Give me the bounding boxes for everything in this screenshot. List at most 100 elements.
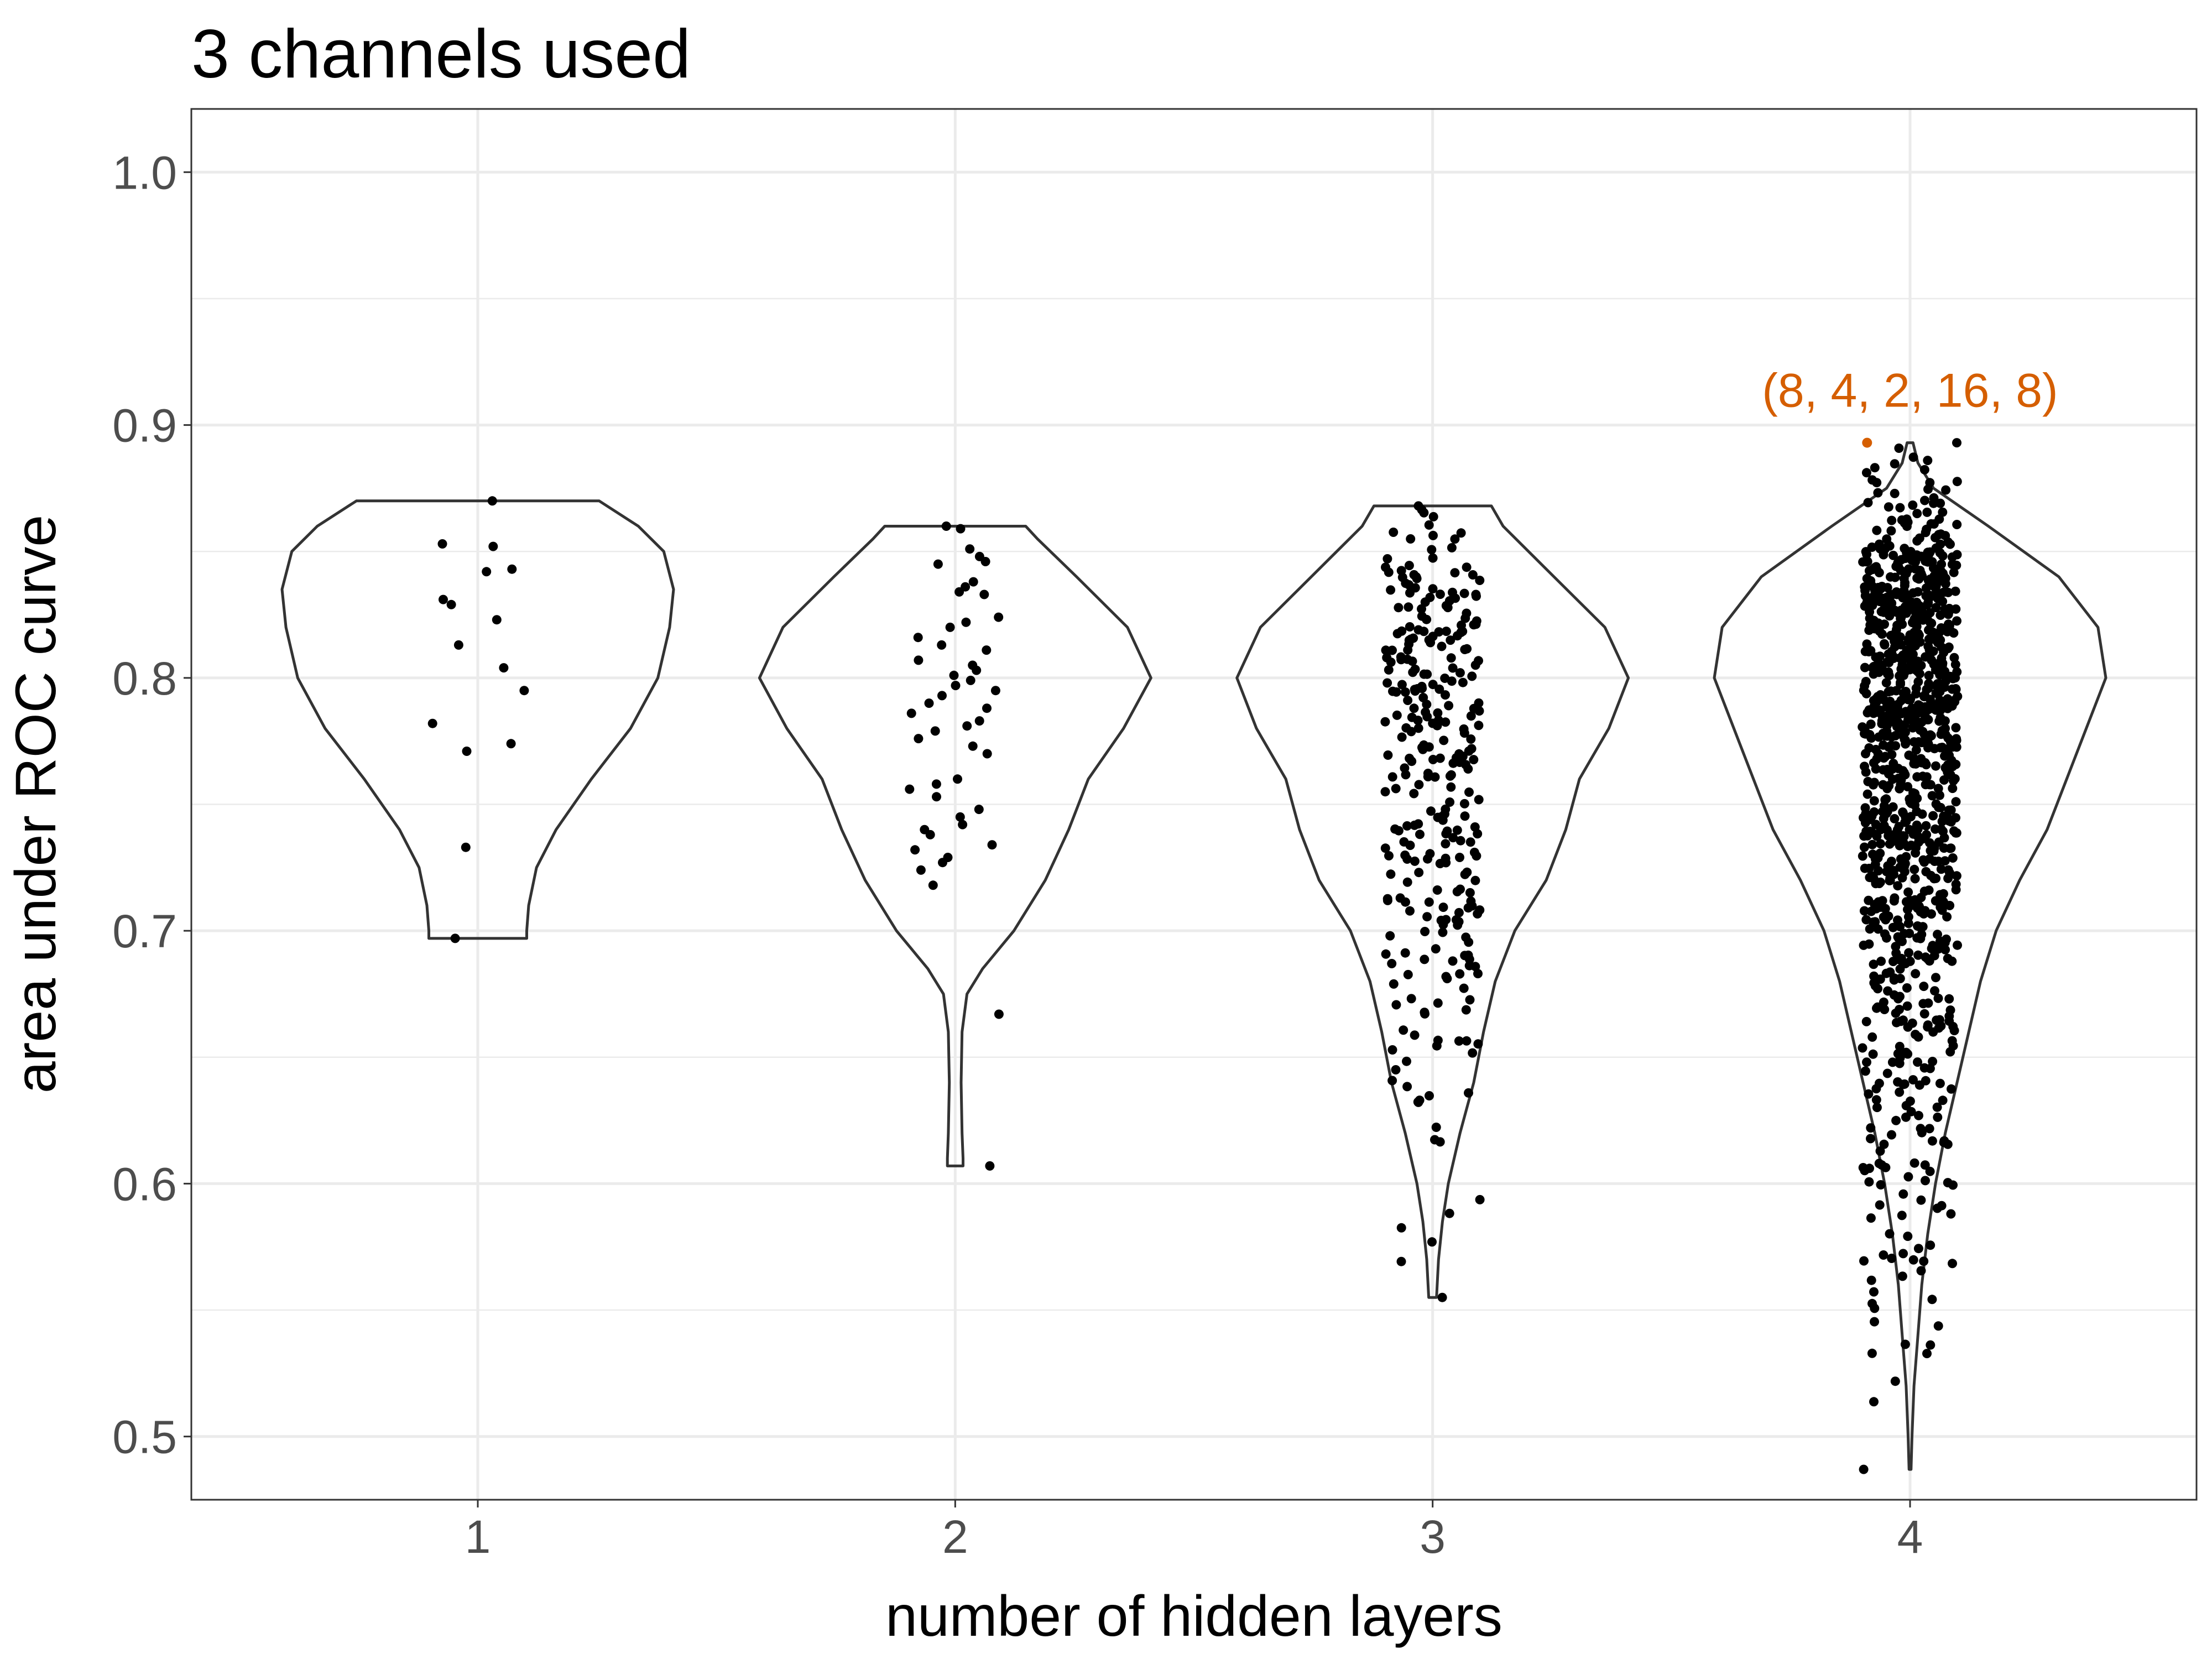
data-point bbox=[1444, 596, 1454, 606]
data-point bbox=[982, 703, 992, 713]
data-point bbox=[906, 708, 916, 718]
data-point bbox=[1916, 1266, 1926, 1276]
data-point bbox=[1467, 901, 1477, 911]
data-point bbox=[1884, 742, 1894, 752]
data-point bbox=[1872, 704, 1882, 714]
data-point bbox=[1940, 579, 1950, 589]
data-point bbox=[1405, 906, 1415, 916]
data-point bbox=[1921, 952, 1931, 962]
data-point bbox=[1951, 759, 1961, 769]
data-point bbox=[1383, 678, 1392, 688]
data-point bbox=[1401, 578, 1411, 588]
data-point bbox=[1470, 660, 1480, 670]
data-point bbox=[1876, 839, 1886, 849]
data-point bbox=[1903, 919, 1913, 928]
data-point bbox=[1935, 670, 1945, 680]
data-point bbox=[928, 880, 938, 890]
data-point bbox=[1406, 534, 1416, 544]
data-point bbox=[1895, 503, 1905, 513]
data-point bbox=[1458, 677, 1468, 687]
data-point bbox=[1394, 603, 1404, 613]
data-point bbox=[1933, 1112, 1943, 1122]
data-point bbox=[1452, 825, 1462, 835]
data-point bbox=[1951, 879, 1961, 889]
data-point bbox=[1415, 830, 1425, 839]
data-point bbox=[1952, 742, 1961, 752]
data-point bbox=[1923, 998, 1933, 1008]
data-point bbox=[1917, 571, 1927, 581]
data-point bbox=[1441, 839, 1451, 849]
data-point bbox=[1895, 1087, 1905, 1097]
data-point bbox=[1947, 560, 1957, 570]
data-point bbox=[1437, 641, 1447, 651]
data-point bbox=[1397, 732, 1407, 742]
data-point bbox=[1891, 942, 1901, 952]
data-point bbox=[1877, 807, 1887, 817]
data-point bbox=[1905, 825, 1914, 834]
data-point bbox=[1898, 731, 1908, 741]
data-point bbox=[1870, 900, 1880, 910]
data-point bbox=[1396, 1256, 1406, 1266]
data-point bbox=[1454, 917, 1464, 927]
data-point bbox=[1887, 598, 1897, 608]
data-point bbox=[1425, 849, 1435, 859]
data-point bbox=[1925, 1166, 1935, 1176]
data-point bbox=[1890, 641, 1900, 651]
data-point bbox=[1410, 856, 1420, 866]
data-point bbox=[1890, 893, 1900, 903]
data-point bbox=[1877, 629, 1887, 639]
data-point bbox=[1459, 799, 1469, 808]
data-point bbox=[1424, 897, 1434, 907]
data-point bbox=[1921, 583, 1931, 593]
data-point bbox=[1468, 570, 1478, 580]
data-point bbox=[1438, 927, 1448, 937]
data-point bbox=[1902, 521, 1912, 531]
data-point bbox=[1471, 619, 1481, 629]
data-point bbox=[1943, 609, 1953, 619]
data-point bbox=[1917, 1128, 1927, 1138]
data-point bbox=[1470, 962, 1480, 972]
data-point bbox=[1870, 463, 1880, 473]
data-point bbox=[1462, 644, 1472, 654]
data-point bbox=[1433, 708, 1443, 718]
data-point bbox=[1888, 802, 1898, 812]
data-point bbox=[1882, 784, 1892, 794]
data-point bbox=[930, 726, 940, 736]
data-point bbox=[1428, 680, 1438, 690]
data-point bbox=[1918, 727, 1928, 737]
data-point bbox=[1864, 566, 1874, 576]
data-point bbox=[1927, 943, 1937, 953]
data-point bbox=[1872, 1103, 1882, 1113]
data-point bbox=[1407, 712, 1417, 722]
data-point bbox=[1882, 702, 1892, 712]
data-point bbox=[985, 1161, 995, 1171]
data-point bbox=[1921, 821, 1931, 831]
data-point bbox=[1473, 1039, 1483, 1049]
data-point bbox=[1943, 619, 1953, 629]
y-tick-label: 0.9 bbox=[112, 400, 177, 452]
data-point bbox=[1433, 998, 1443, 1008]
data-point bbox=[506, 739, 516, 749]
data-point bbox=[1475, 576, 1485, 585]
data-point bbox=[1868, 849, 1877, 859]
data-point bbox=[1911, 684, 1921, 693]
data-point bbox=[1881, 678, 1891, 688]
data-point bbox=[1872, 564, 1881, 574]
data-point bbox=[1895, 841, 1905, 851]
data-point bbox=[1909, 896, 1919, 906]
data-point bbox=[1948, 784, 1958, 794]
data-point bbox=[1432, 721, 1442, 731]
data-point bbox=[1904, 948, 1914, 958]
data-point bbox=[910, 845, 920, 855]
data-point bbox=[1410, 1030, 1420, 1040]
data-point bbox=[1474, 706, 1484, 716]
data-point bbox=[1895, 1058, 1905, 1068]
data-point bbox=[1924, 634, 1934, 644]
data-point bbox=[1404, 602, 1413, 612]
data-point bbox=[1391, 784, 1401, 794]
data-point bbox=[1905, 1096, 1915, 1106]
data-point bbox=[1885, 541, 1895, 551]
data-point bbox=[972, 665, 982, 675]
data-point bbox=[962, 721, 972, 731]
data-point bbox=[1397, 626, 1407, 636]
